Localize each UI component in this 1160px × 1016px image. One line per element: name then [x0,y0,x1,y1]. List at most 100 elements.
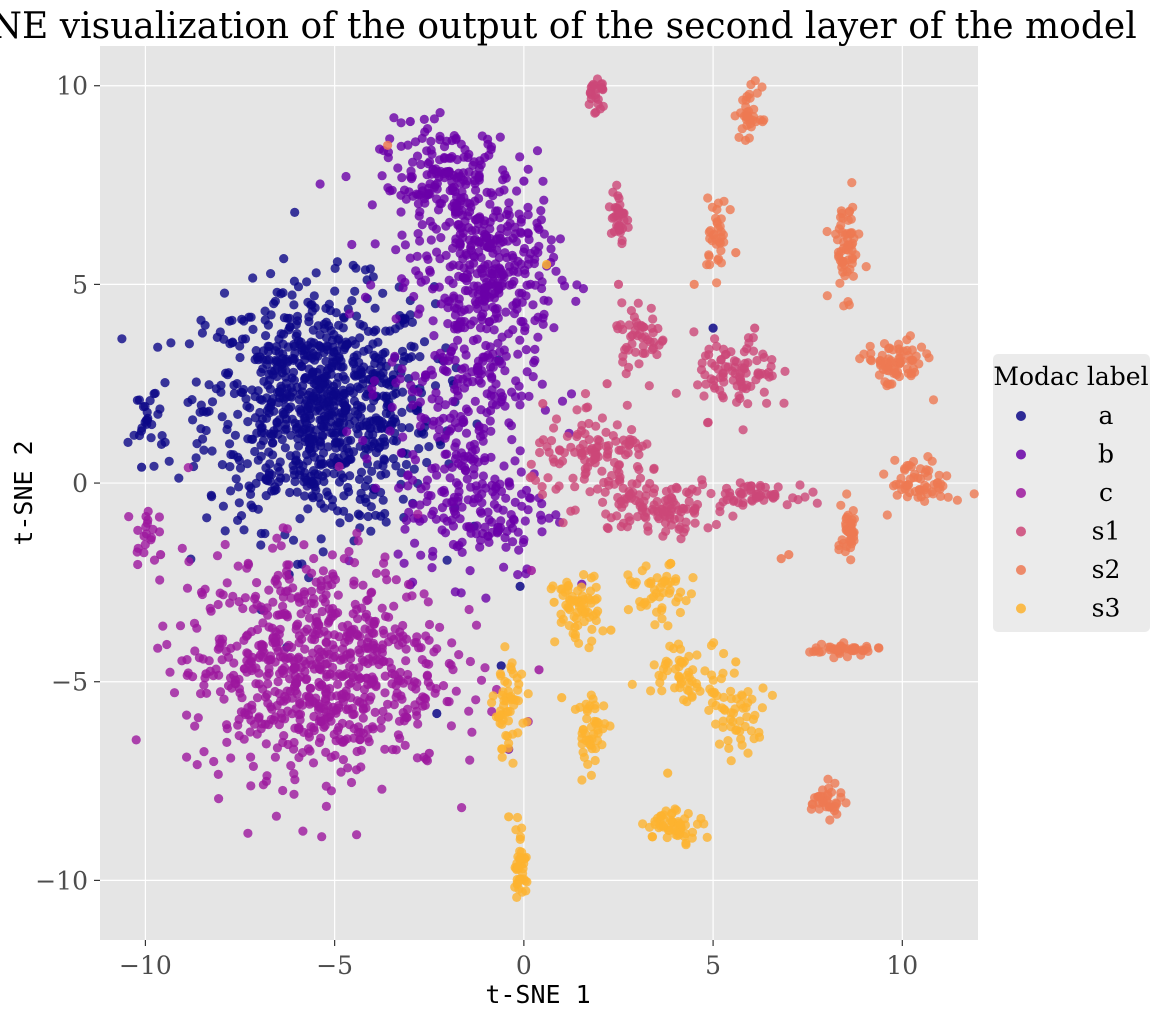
point-a [424,442,434,452]
point-s3 [707,698,718,708]
point-c [418,701,428,711]
point-s3 [688,573,698,583]
point-b [500,248,510,258]
point-s2 [873,643,884,653]
point-c [307,586,317,596]
point-a [273,429,283,439]
point-s2 [757,82,767,92]
point-s1 [637,321,647,331]
point-c [141,522,151,532]
point-a [379,454,389,464]
point-c [412,711,422,721]
point-c [348,709,358,720]
point-b [482,389,492,399]
point-b [551,510,561,520]
point-c [356,745,366,755]
point-c [321,747,331,758]
point-s3 [550,637,560,647]
point-c [392,688,402,698]
point-b [422,124,433,134]
point-a [218,501,228,511]
point-b [480,522,490,532]
point-b [486,426,496,436]
point-s2 [741,102,751,112]
point-b [435,108,445,118]
point-c [344,546,354,557]
point-s3 [570,630,581,640]
point-a [496,661,506,671]
point-a [149,461,159,471]
point-c [380,744,390,754]
point-a [286,383,296,393]
point-s1 [679,504,689,514]
point-s3 [729,668,739,678]
point-c [294,723,304,733]
point-a [376,511,386,521]
point-a [129,430,139,440]
point-c [306,683,316,694]
point-s1 [598,101,608,111]
point-b [523,259,533,269]
point-s2 [879,339,890,349]
series-c [124,461,544,842]
point-c [410,700,420,710]
point-s1 [782,500,792,510]
point-s1 [621,494,632,504]
point-c [278,601,288,611]
point-s2 [846,645,856,655]
point-b [458,415,468,425]
point-s3 [686,589,697,599]
point-s1 [549,423,559,433]
legend-label: s1 [1092,517,1121,546]
point-b [566,389,577,399]
point-a [362,420,372,431]
point-s1 [618,357,628,367]
point-b [504,477,514,487]
point-s3 [590,755,600,766]
point-b [528,300,538,310]
point-c [343,763,353,773]
point-c [294,752,304,763]
point-a [269,299,279,309]
point-a [239,525,249,535]
point-b [474,163,484,174]
point-c [282,570,292,581]
point-s3 [687,676,697,686]
point-s1 [767,355,777,365]
point-a [149,389,159,399]
point-s1 [525,473,535,483]
point-c [268,597,278,607]
point-a [338,398,348,408]
point-s1 [593,94,603,104]
point-b [391,314,401,324]
point-s2 [942,471,952,481]
x-tick-label: 0 [516,951,532,980]
point-b [445,473,455,483]
point-a [223,419,233,429]
point-a [262,359,272,369]
point-s3 [564,621,575,631]
point-c [310,635,320,645]
point-c [321,781,331,791]
point-b [411,266,421,276]
point-s2 [383,140,393,150]
point-s3 [646,686,656,696]
point-s1 [710,334,720,344]
point-a [285,391,295,401]
point-c [222,724,232,734]
point-s1 [642,484,652,494]
point-b [495,523,505,533]
point-s1 [750,323,760,333]
point-c [327,550,337,560]
point-s3 [514,875,525,885]
point-s3 [593,606,603,616]
point-a [311,425,321,435]
point-b [410,371,420,381]
point-s3 [743,748,753,758]
point-c [214,670,224,680]
point-c [389,700,399,710]
point-b [453,423,463,433]
point-c [225,598,235,608]
point-s1 [640,332,650,342]
point-c [277,665,287,675]
